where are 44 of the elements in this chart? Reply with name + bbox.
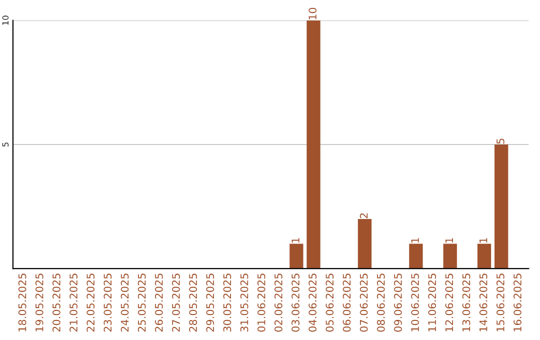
bar (306, 20, 320, 269)
x-tick-label: 26.05.2025 (154, 274, 163, 332)
x-tick-label: 24.05.2025 (120, 274, 129, 332)
x-tick-label: 21.05.2025 (70, 274, 78, 332)
x-tick-label: 11.06.2025 (428, 274, 436, 332)
x-tick-label: 08.06.2025 (376, 274, 385, 332)
data-label: 1 (445, 238, 453, 243)
x-tick-label: 30.05.2025 (223, 274, 232, 332)
bar (290, 244, 304, 269)
bar (494, 144, 508, 269)
x-tick-label: 29.05.2025 (206, 274, 214, 332)
x-tick-label: 13.06.2025 (462, 274, 470, 332)
x-tick-label: 18.05.2025 (18, 274, 26, 332)
x-tick-label: 16.06.2025 (514, 274, 522, 332)
x-tick-label: 10.06.2025 (411, 274, 419, 332)
x-tick-label: 20.05.2025 (52, 274, 60, 332)
x-tick-label: 04.06.2025 (308, 274, 317, 332)
x-tick-label: 03.06.2025 (292, 274, 300, 332)
x-tick-label: 31.05.2025 (240, 274, 248, 332)
bar (443, 244, 457, 269)
data-label: 1 (411, 238, 419, 243)
data-label: 1 (480, 238, 488, 243)
x-tick-label: 27.05.2025 (172, 274, 180, 332)
x-tick-label: 15.06.2025 (496, 274, 504, 332)
x-tick-label: 14.06.2025 (479, 274, 488, 332)
data-label: 2 (360, 213, 368, 218)
x-tick-label: 23.05.2025 (104, 274, 112, 332)
bar (358, 218, 372, 269)
x-tick-label: 06.06.2025 (342, 274, 351, 332)
x-tick-label: 28.05.2025 (189, 274, 197, 332)
bar (477, 244, 492, 269)
data-label: 1 (292, 238, 300, 243)
x-tick-label: 12.06.2025 (445, 274, 454, 332)
x-tick-label: 25.05.2025 (138, 274, 146, 332)
bar (409, 244, 423, 269)
x-tick-label: 02.06.2025 (274, 274, 282, 332)
x-tick-label: 01.06.2025 (257, 274, 266, 332)
data-label: 10 (308, 8, 317, 20)
x-tick-label: 05.06.2025 (326, 274, 334, 332)
data-label: 5 (496, 138, 504, 144)
x-tick-label: 19.05.2025 (35, 274, 44, 332)
x-tick-label: 07.06.2025 (360, 274, 368, 332)
x-tick-label: 22.05.2025 (86, 274, 95, 332)
x-tick-label: 09.06.2025 (394, 274, 402, 332)
